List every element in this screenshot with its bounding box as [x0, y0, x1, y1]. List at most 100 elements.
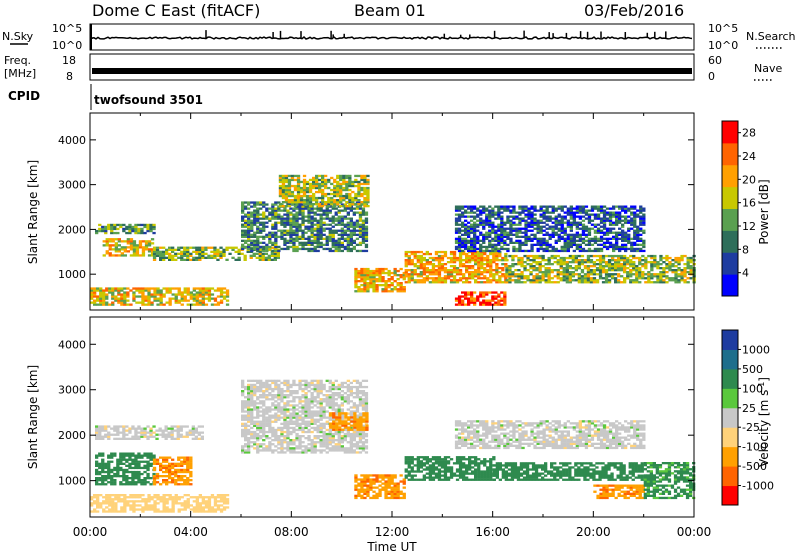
- power-cell: [278, 174, 283, 178]
- vel-cell: [132, 496, 136, 499]
- power-cell: [410, 269, 414, 272]
- power-cell: [501, 275, 505, 278]
- power-cell: [296, 176, 301, 180]
- power-cell: [530, 211, 534, 214]
- vel-cell: [247, 443, 251, 446]
- power-cell: [485, 231, 489, 234]
- power-cell: [274, 203, 278, 206]
- vel-cell: [143, 483, 147, 486]
- power-cell: [298, 217, 302, 220]
- vel-cell: [186, 466, 190, 470]
- power-cell: [113, 231, 117, 235]
- power-cell: [186, 287, 190, 290]
- power-cell: [462, 273, 466, 276]
- power-cell: [361, 213, 366, 216]
- power-cell: [104, 231, 108, 235]
- power-cell: [541, 279, 545, 282]
- power-cell: [486, 254, 490, 258]
- power-cell: [381, 276, 385, 279]
- power-cell: [396, 284, 400, 287]
- vel-cell: [171, 498, 175, 501]
- power-cell: [665, 267, 669, 270]
- nave-tick-bottom: 0: [708, 70, 715, 83]
- power-cell: [321, 178, 325, 182]
- power-cell: [477, 271, 481, 274]
- power-cell: [284, 186, 289, 190]
- vel-cell: [159, 498, 163, 501]
- power-cell: [596, 207, 601, 210]
- power-cell: [413, 263, 417, 266]
- power-cell: [593, 229, 598, 232]
- power-cell: [144, 244, 149, 247]
- power-cell: [452, 279, 457, 282]
- vel-cell: [216, 508, 221, 511]
- power-cell: [177, 301, 181, 304]
- power-cell: [348, 182, 352, 186]
- vel-cell: [129, 500, 133, 503]
- power-cell: [319, 217, 323, 220]
- vel-cell: [167, 431, 171, 434]
- power-cell: [623, 256, 627, 260]
- power-cell: [253, 217, 257, 220]
- power-cell: [544, 275, 548, 278]
- vel-cell: [123, 510, 127, 513]
- power-cell: [584, 209, 589, 212]
- vel-cell: [131, 470, 135, 474]
- power-cell: [556, 261, 560, 264]
- power-cell: [595, 273, 600, 276]
- power-cell: [404, 281, 408, 284]
- power-cell: [605, 227, 610, 230]
- power-cell: [165, 256, 169, 259]
- vel-cell: [176, 437, 180, 440]
- vel-cell: [125, 481, 129, 484]
- power-cell: [308, 201, 313, 204]
- power-cell: [592, 254, 597, 258]
- power-cell: [575, 225, 579, 228]
- vel-cell: [180, 456, 184, 459]
- power-cell: [337, 209, 341, 212]
- power-cell: [551, 227, 555, 230]
- power-cell: [467, 227, 471, 230]
- power-cell: [557, 227, 561, 230]
- vel-cell: [98, 435, 102, 438]
- power-cell: [473, 217, 477, 220]
- vel-cell: [186, 500, 190, 503]
- power-cell: [366, 201, 370, 204]
- power-cell: [530, 239, 534, 242]
- power-cell: [277, 209, 281, 212]
- power-cell: [608, 229, 613, 232]
- power-cell: [290, 178, 295, 182]
- power-cell: [440, 250, 445, 254]
- power-cell: [393, 267, 397, 271]
- power-cell: [293, 188, 298, 192]
- power-cell: [204, 291, 209, 294]
- power-cell: [605, 231, 610, 234]
- power-cell: [325, 241, 329, 244]
- power-cell: [647, 279, 651, 282]
- power-cell: [132, 244, 137, 247]
- power-cell: [500, 207, 504, 210]
- power-cell: [289, 235, 293, 238]
- power-cell: [604, 261, 609, 264]
- vel-cell: [105, 506, 109, 509]
- vel-cell: [247, 412, 251, 415]
- vel-cell: [186, 504, 190, 507]
- power-cell: [114, 248, 118, 251]
- power-cell: [590, 205, 595, 208]
- power-cell: [455, 269, 460, 272]
- power-cell: [589, 254, 594, 258]
- vel-cell: [247, 428, 251, 432]
- power-cell: [604, 277, 609, 280]
- power-cell: [518, 219, 522, 222]
- power-cell: [473, 303, 477, 306]
- power-cell: [532, 267, 536, 270]
- power-cell: [627, 233, 631, 236]
- power-cell: [114, 244, 118, 247]
- vel-cell: [189, 483, 193, 486]
- power-cell: [318, 174, 322, 178]
- power-cell: [586, 271, 591, 274]
- power-cell: [486, 259, 490, 262]
- power-cell: [305, 201, 310, 204]
- power-cell: [342, 182, 346, 186]
- power-cell: [284, 196, 289, 200]
